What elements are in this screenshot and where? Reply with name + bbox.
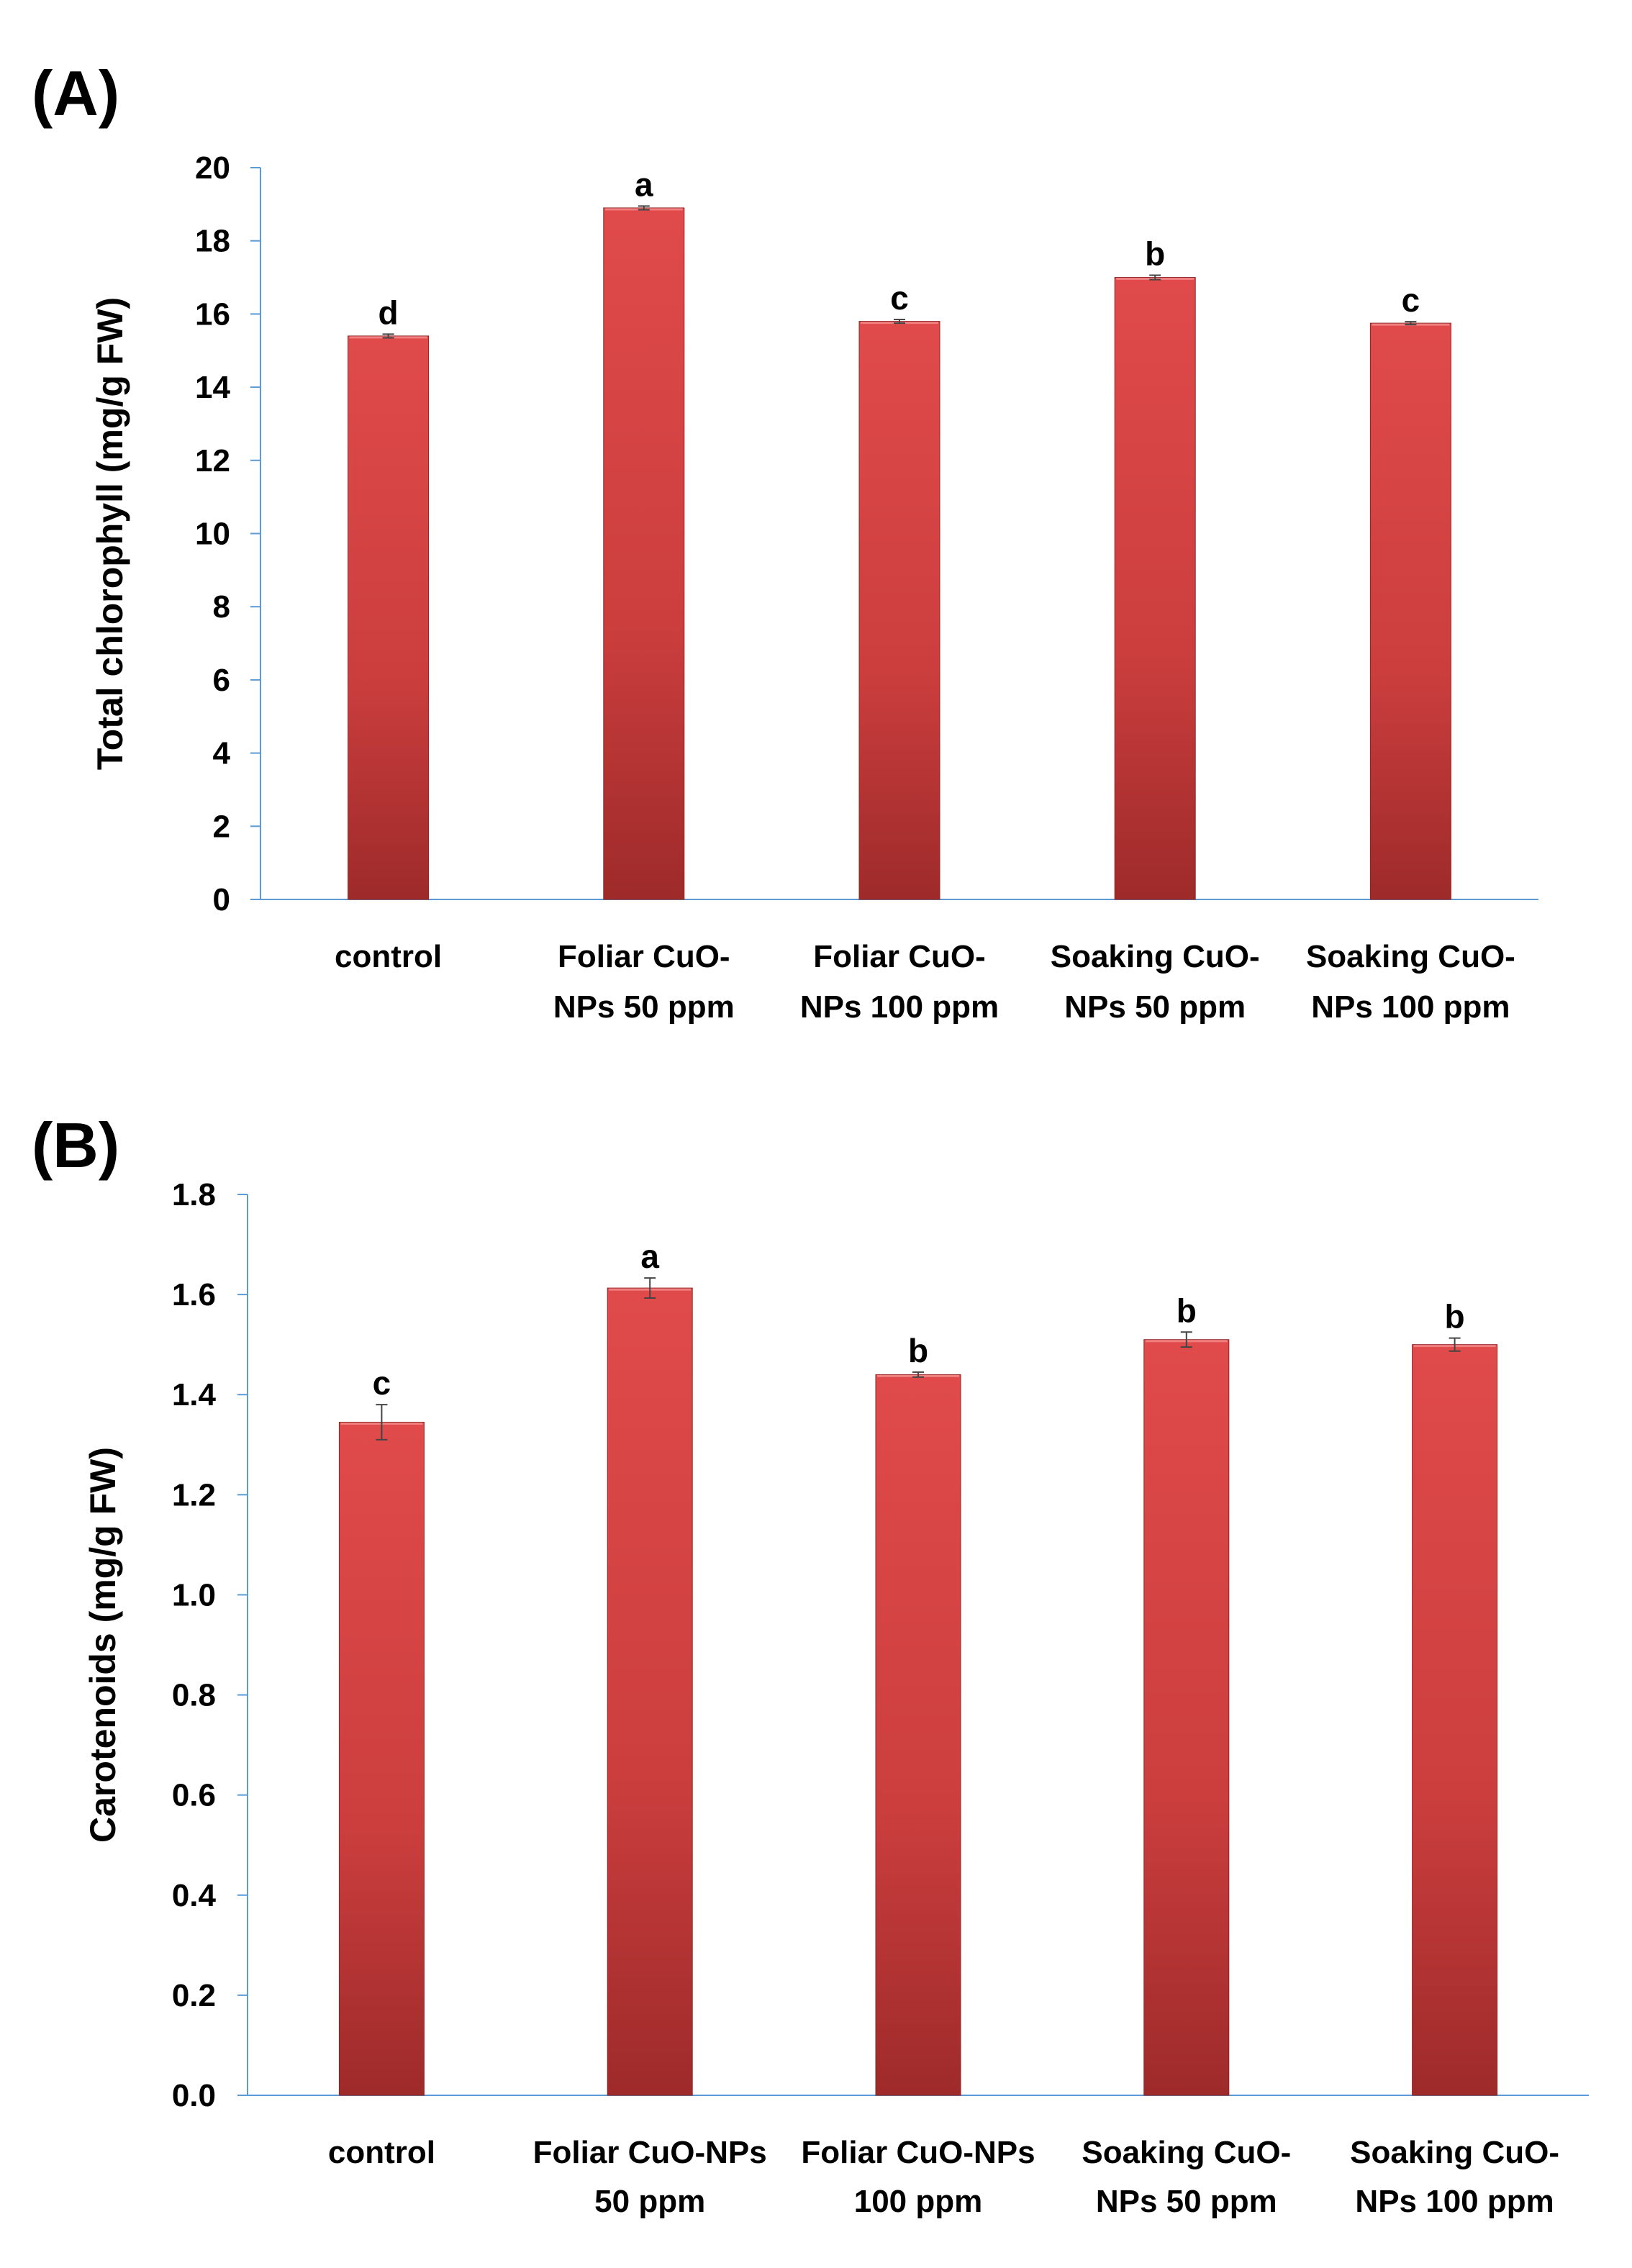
bar-a-4: [1114, 277, 1196, 900]
significance-letter: d: [378, 294, 399, 331]
significance-letter: b: [1145, 235, 1165, 272]
bar-a-2: [603, 207, 685, 900]
bar-b-4: [1143, 1339, 1230, 2096]
category-label: 50 ppm: [594, 2184, 705, 2219]
y-tick-label: 0.8: [172, 1678, 216, 1713]
category-label: Foliar CuO-NPs: [533, 2135, 767, 2170]
y-tick-label: 1.0: [172, 1577, 216, 1612]
category-label: Foliar CuO-: [558, 939, 730, 974]
category-label: 100 ppm: [854, 2184, 983, 2219]
category-label: Foliar CuO-NPs: [801, 2135, 1035, 2170]
y-tick-label: 14: [195, 370, 230, 405]
y-tick-label: 1.6: [172, 1277, 216, 1312]
significance-letter: a: [635, 165, 653, 203]
category-label: NPs 100 ppm: [1311, 989, 1510, 1025]
y-tick-label: 1.8: [172, 1177, 216, 1212]
y-tick-label: 0.4: [172, 1878, 217, 1913]
category-label: control: [335, 939, 442, 974]
y-tick-label: 16: [195, 296, 230, 332]
y-tick-label: 18: [195, 224, 230, 259]
significance-letter: a: [640, 1238, 659, 1275]
y-tick-label: 0: [213, 882, 230, 917]
bar-a-1: [348, 335, 430, 900]
panel-b-label: (B): [32, 1110, 119, 1181]
y-tick-label: 0.2: [172, 1978, 216, 2013]
bar-b-1: [338, 1421, 425, 2096]
significance-letter: b: [1177, 1292, 1197, 1329]
bar-b-5: [1412, 1344, 1498, 2096]
y-tick-label: 12: [195, 443, 230, 478]
y-axis-title: Carotenoids (mg/g FW): [83, 1447, 123, 1843]
y-tick-label: 4: [213, 736, 231, 771]
category-label: Soaking CuO-: [1051, 939, 1260, 974]
category-label: NPs 50 ppm: [1064, 989, 1246, 1025]
y-tick-label: 0.6: [172, 1778, 216, 1813]
panel-a-chart: (A) 0 2 4 6 8 10 12 14 16 18 20 Total chlorophyll (…: [32, 58, 1538, 1025]
category-label: Foliar CuO-: [813, 939, 986, 974]
panel-b-chart: (B) 0.0 0.2 0.4 0.6 0.8 1.0 1.2 1.4 1.6 1.8 Carote…: [32, 1110, 1589, 2219]
category-label: Soaking CuO-: [1306, 939, 1515, 974]
y-tick-label: 2: [213, 809, 230, 844]
category-label: Soaking CuO-: [1082, 2135, 1291, 2170]
category-label: Soaking CuO-: [1350, 2135, 1559, 2170]
y-axis-title: Total chlorophyll (mg/g FW): [90, 297, 130, 770]
y-tick-label: 10: [195, 517, 230, 552]
category-label: NPs 100 ppm: [1355, 2184, 1554, 2219]
significance-letter: c: [890, 279, 909, 317]
category-label: NPs 50 ppm: [1096, 2184, 1277, 2219]
significance-letter: c: [1402, 281, 1420, 319]
category-label: NPs 100 ppm: [800, 989, 999, 1025]
y-tick-label: 1.2: [172, 1477, 216, 1512]
y-tick-label: 20: [195, 150, 230, 186]
y-tick-label: 0.0: [172, 2078, 216, 2113]
significance-letter: b: [1445, 1298, 1465, 1335]
category-label: NPs 50 ppm: [553, 989, 735, 1025]
bar-b-3: [875, 1374, 961, 2096]
bar-a-3: [858, 321, 940, 900]
significance-letter: b: [908, 1332, 928, 1369]
category-label: control: [328, 2135, 435, 2170]
y-tick-label: 1.4: [172, 1377, 217, 1412]
significance-letter: c: [373, 1364, 391, 1402]
bar-a-5: [1369, 322, 1451, 900]
bar-b-2: [607, 1287, 693, 2096]
panel-a-label: (A): [32, 58, 119, 129]
y-tick-label: 6: [213, 663, 230, 698]
y-tick-label: 8: [213, 589, 230, 625]
